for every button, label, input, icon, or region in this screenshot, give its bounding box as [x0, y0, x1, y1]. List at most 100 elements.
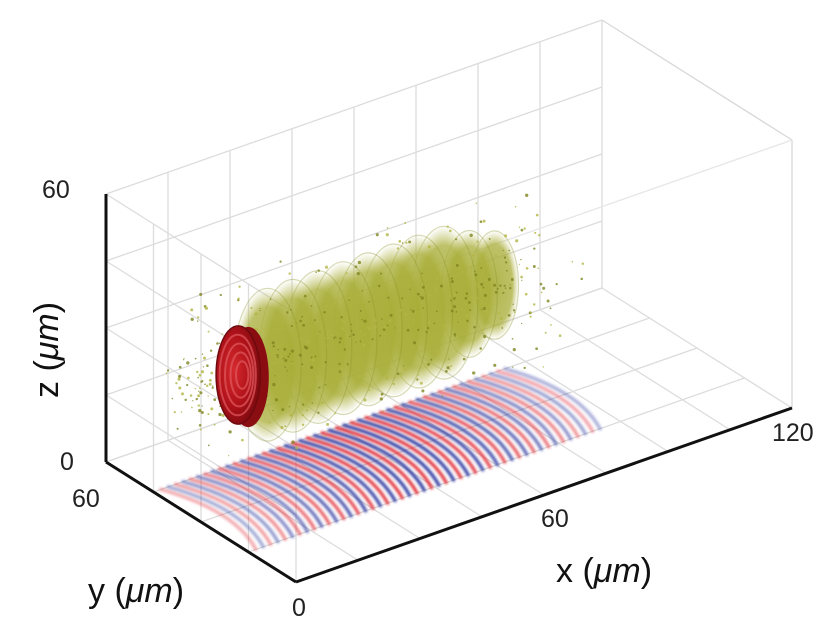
cloud-particle	[330, 330, 332, 332]
cloud-particle	[421, 389, 425, 393]
cloud-particle	[274, 375, 276, 377]
cloud-particle	[334, 337, 337, 341]
cloud-particle	[422, 307, 425, 309]
cloud-particle	[197, 394, 201, 398]
cloud-particle	[501, 292, 504, 294]
cloud-particle	[435, 310, 438, 313]
cloud-particle	[208, 382, 212, 386]
cloud-particle	[281, 408, 285, 412]
cloud-particle	[310, 356, 313, 359]
cloud-particle	[213, 398, 217, 402]
cloud-particle	[319, 330, 321, 333]
cloud-particle	[530, 311, 532, 314]
y-tick-0: 0	[292, 594, 306, 622]
disc-face	[215, 325, 262, 425]
cloud-particle	[284, 352, 287, 355]
cloud-particle	[190, 308, 194, 312]
cloud-particle	[306, 340, 310, 344]
cloud-particle	[323, 311, 326, 314]
cloud-particle	[465, 331, 470, 335]
cloud-particle	[268, 421, 271, 424]
cloud-particle	[408, 240, 412, 244]
cloud-particle	[383, 325, 387, 329]
y-axis-line	[105, 460, 297, 584]
wave-fringe	[291, 441, 390, 505]
cloud-particle	[422, 261, 425, 264]
cloud-particle	[471, 254, 475, 258]
cloud-particle	[288, 272, 291, 275]
cloud-particle	[512, 309, 516, 312]
cloud-particle	[437, 352, 441, 356]
wave-fringe	[466, 379, 566, 444]
cloud-particle	[455, 311, 458, 313]
cloud-particle	[366, 326, 369, 328]
cloud-particle	[212, 385, 214, 387]
cloud-particle	[286, 311, 289, 314]
x-axis-label: x (μm)	[556, 552, 652, 590]
cloud-particle	[327, 329, 330, 333]
cloud-particle	[534, 231, 537, 234]
cloud-particle	[493, 283, 497, 287]
wave-fringe	[386, 408, 485, 472]
cloud-particle	[499, 316, 503, 320]
cloud-particle	[380, 392, 384, 396]
cloud-particle	[290, 387, 293, 390]
cloud-particle	[191, 406, 193, 409]
cloud-particle	[202, 356, 207, 360]
cloud-particle	[399, 322, 402, 325]
wave-fringe	[276, 446, 375, 510]
cloud-particle	[194, 357, 197, 360]
cloud-particle	[345, 272, 348, 275]
cloud-particle	[181, 392, 184, 396]
cloud-particle	[165, 372, 168, 374]
cloud-particle	[446, 366, 450, 370]
cloud-particle	[283, 347, 287, 351]
wave-fringe	[283, 444, 382, 508]
cloud-particle	[294, 405, 297, 408]
cloud-particle	[184, 398, 187, 402]
cloud-particle	[315, 319, 319, 323]
cloud-particle	[332, 301, 336, 305]
cloud-particle	[482, 286, 485, 289]
cloud-particle	[520, 275, 523, 279]
cloud-particle	[401, 297, 404, 300]
cloud-particle	[542, 286, 546, 290]
cloud-particle	[342, 319, 346, 323]
cloud-particle	[475, 202, 478, 205]
cloud-particle	[381, 318, 383, 320]
wave-fringe	[335, 426, 434, 490]
cloud-particle	[421, 282, 424, 286]
cloud-particle	[533, 247, 536, 250]
cloud-particle	[175, 382, 178, 385]
cloud-particle	[207, 444, 210, 447]
cloud-particle	[342, 310, 344, 312]
cloud-particle	[520, 258, 522, 261]
cloud-particle	[470, 296, 473, 299]
cloud-particle	[371, 338, 374, 341]
z-tick-0: 0	[60, 448, 74, 476]
cloud-particle	[385, 376, 389, 380]
cloud-particle	[510, 278, 514, 281]
cloud-particle	[481, 273, 484, 276]
grid-line	[105, 394, 297, 516]
wave-fringe	[371, 413, 470, 477]
cloud-particle	[262, 328, 265, 331]
wave-fringe	[459, 382, 558, 446]
cloud-particle	[177, 377, 181, 381]
cloud-particle	[433, 322, 436, 325]
cloud-particle	[504, 234, 508, 238]
cloud-particle	[503, 284, 506, 287]
cloud-particle	[271, 341, 275, 345]
grid-line	[105, 153, 603, 329]
cloud-particle	[338, 341, 341, 344]
cloud-particle	[455, 263, 459, 267]
wave-fringe	[364, 415, 463, 480]
wave-fringe	[203, 472, 302, 536]
cloud-particle	[442, 324, 446, 328]
cloud-particle	[298, 353, 302, 357]
cloud-particle	[505, 269, 508, 272]
cloud-particle	[501, 327, 504, 329]
cloud-particle	[202, 366, 205, 368]
cloud-particle	[410, 285, 412, 288]
cloud-particle	[375, 233, 379, 237]
